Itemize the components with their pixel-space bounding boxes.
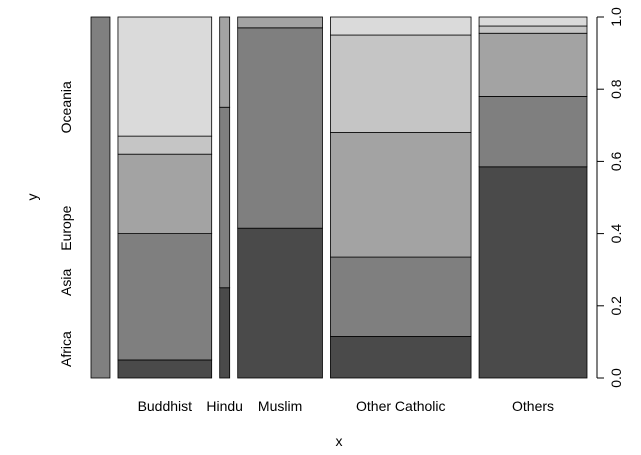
column-5 — [478, 16, 588, 379]
y-tick-label: 0.8 — [608, 79, 624, 99]
bar-segment — [330, 256, 472, 337]
bar-segment — [237, 16, 323, 29]
y-tick-label: 0.0 — [608, 368, 624, 388]
bar-segment — [219, 16, 231, 108]
x-tick-label: Hindu — [206, 398, 243, 414]
bar-segment — [330, 336, 472, 379]
x-tick-label: Muslim — [258, 398, 302, 414]
level-labels: Africa Asia Europe Oceania — [58, 81, 74, 367]
y-tick-label: 1.0 — [608, 7, 624, 27]
column-4 — [330, 16, 472, 379]
bar-segment — [478, 25, 588, 34]
bar-segment — [330, 34, 472, 133]
column-1 — [117, 16, 213, 379]
y-axis-label: y — [24, 194, 40, 201]
bars-group — [90, 16, 588, 379]
y-tick-label: 0.2 — [608, 296, 624, 316]
x-tick-label: Other Catholic — [356, 398, 445, 414]
bar-segment — [117, 135, 213, 155]
x-tick-label: Buddhist — [138, 398, 193, 414]
bar-segment — [117, 359, 213, 379]
x-tick-labels: Buddhist Hindu Muslim Other Catholic Others — [138, 398, 554, 414]
y-tick-label: 0.6 — [608, 151, 624, 171]
bar-segment — [478, 16, 588, 27]
bar-segment — [478, 166, 588, 379]
x-tick-label: Others — [512, 398, 554, 414]
column-0 — [90, 16, 111, 379]
bar-segment — [90, 16, 111, 379]
bar-segment — [478, 96, 588, 168]
y-tick-label: 0.4 — [608, 224, 624, 244]
bar-segment — [219, 106, 231, 289]
bar-segment — [237, 27, 323, 229]
bar-segment — [219, 287, 231, 379]
bar-segment — [117, 233, 213, 361]
column-2 — [219, 16, 231, 379]
bar-segment — [117, 16, 213, 137]
level-label: Oceania — [58, 81, 74, 133]
y-axis: 0.0 0.2 0.4 0.6 0.8 1.0 — [596, 7, 624, 388]
bar-segment — [237, 227, 323, 379]
level-label: Africa — [58, 331, 74, 367]
level-label: Europe — [58, 205, 74, 250]
bar-segment — [478, 32, 588, 97]
bar-segment — [117, 153, 213, 234]
level-label: Asia — [58, 268, 74, 295]
column-3 — [237, 16, 323, 379]
bar-segment — [330, 132, 472, 258]
x-axis-label: x — [336, 433, 343, 449]
bar-segment — [330, 16, 472, 36]
